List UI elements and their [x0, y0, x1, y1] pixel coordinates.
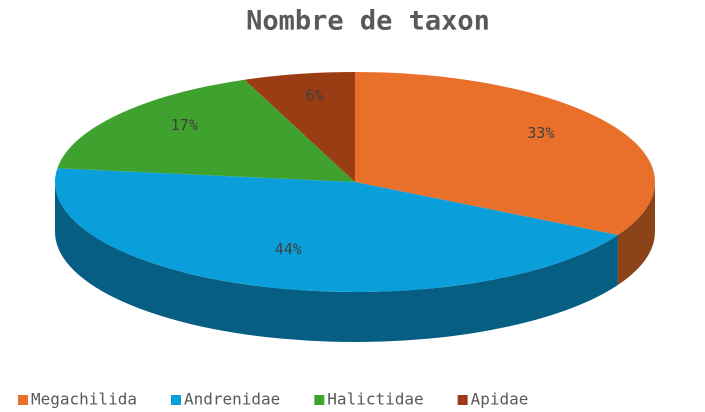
- legend-swatch: [457, 395, 468, 405]
- legend-swatch: [18, 395, 28, 405]
- pie-slice: [54, 168, 618, 293]
- data-label: 6%: [305, 87, 323, 105]
- legend-label: Apidae: [471, 390, 529, 409]
- legend-label: Megachilida: [31, 390, 137, 409]
- legend-label: Andrenidae: [184, 390, 280, 409]
- pie-slice: [355, 72, 656, 235]
- data-label: 33%: [527, 124, 554, 142]
- chart-title: Nombre de taxon: [246, 6, 490, 37]
- pie-side: [617, 182, 655, 285]
- pie-slice: [244, 72, 355, 182]
- pie-slice: [57, 79, 355, 182]
- legend-label: Halictidae: [327, 390, 423, 409]
- pie-side: [55, 182, 618, 342]
- legend-swatch: [170, 395, 181, 405]
- data-label: 17%: [171, 116, 198, 134]
- data-label: 44%: [275, 240, 302, 258]
- legend-swatch: [314, 395, 325, 405]
